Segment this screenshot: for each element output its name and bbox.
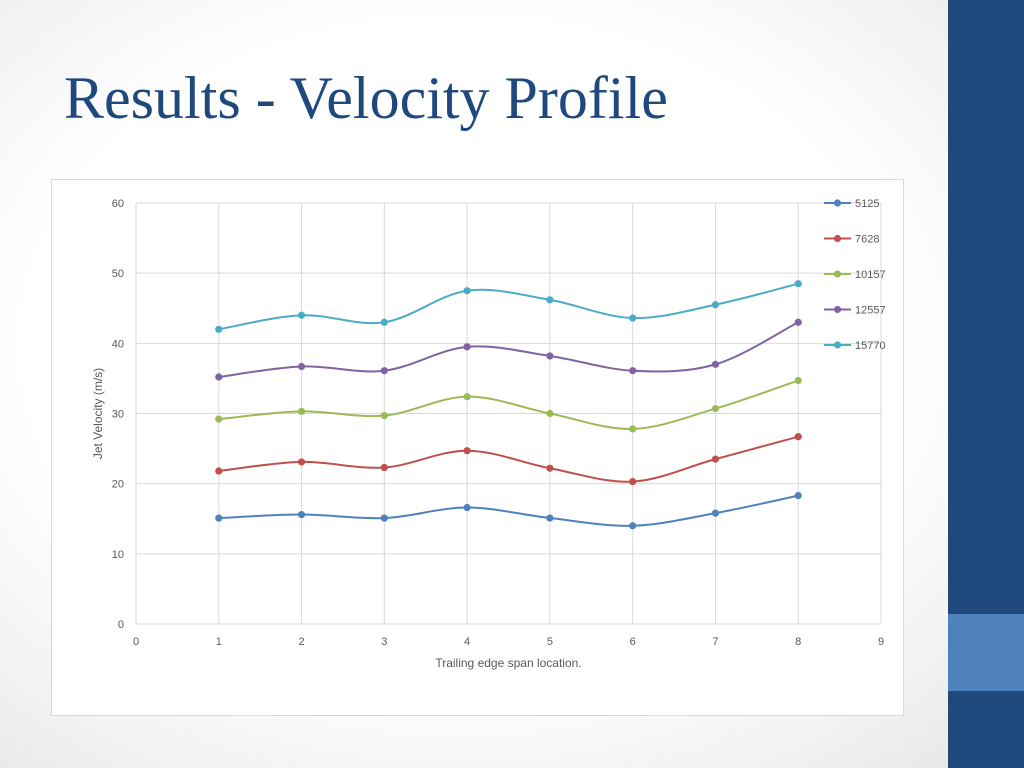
data-point-15770 bbox=[463, 287, 471, 295]
data-point-7628 bbox=[546, 464, 554, 472]
x-tick-label: 0 bbox=[133, 636, 139, 648]
x-tick-label: 4 bbox=[464, 636, 470, 648]
data-point-12557 bbox=[380, 367, 388, 375]
series-line-12557 bbox=[218, 321, 799, 379]
data-point-12557 bbox=[711, 360, 720, 368]
x-tick-label: 5 bbox=[547, 636, 553, 648]
legend-layer: 5125 7628 10157 12557 15770 bbox=[824, 198, 886, 352]
legend-marker-5125 bbox=[833, 199, 842, 207]
y-tick-label: 0 bbox=[118, 619, 124, 631]
data-point-10157 bbox=[711, 404, 720, 413]
axis-layer: 0 1 2 3 4 5 6 7 8 9 0 10 20 30 40 50 60 bbox=[112, 198, 884, 648]
x-tick-label: 6 bbox=[630, 636, 636, 648]
data-point-10157 bbox=[546, 409, 554, 418]
data-point-12557 bbox=[546, 352, 554, 360]
data-point-10157 bbox=[463, 393, 471, 401]
data-point-5125 bbox=[546, 514, 554, 522]
slide-title: Results - Velocity Profile bbox=[64, 65, 668, 131]
data-point-15770 bbox=[629, 314, 637, 322]
data-point-5125 bbox=[380, 514, 388, 522]
legend-marker-10157 bbox=[833, 270, 842, 278]
chart-frame: 0 1 2 3 4 5 6 7 8 9 0 10 20 30 40 50 60 5125 7628 10157 125… bbox=[51, 179, 904, 716]
y-tick-label: 10 bbox=[112, 549, 124, 561]
data-point-12557 bbox=[215, 373, 223, 381]
data-point-7628 bbox=[629, 477, 637, 486]
data-point-15770 bbox=[711, 301, 720, 309]
series-line-5125 bbox=[218, 494, 799, 527]
data-point-7628 bbox=[297, 458, 306, 466]
legend-label-7628: 7628 bbox=[855, 234, 879, 246]
series-line-10157 bbox=[218, 379, 799, 430]
data-point-15770 bbox=[215, 325, 223, 333]
data-point-7628 bbox=[463, 447, 471, 455]
data-point-10157 bbox=[629, 425, 637, 433]
data-point-5125 bbox=[297, 510, 306, 519]
data-point-5125 bbox=[463, 503, 471, 512]
data-point-15770 bbox=[546, 296, 554, 304]
data-point-7628 bbox=[711, 455, 720, 463]
y-tick-label: 20 bbox=[112, 479, 124, 491]
data-point-12557 bbox=[463, 343, 471, 351]
data-point-15770 bbox=[794, 280, 802, 288]
data-point-12557 bbox=[794, 318, 802, 326]
data-point-5125 bbox=[629, 522, 637, 530]
x-tick-label: 2 bbox=[298, 636, 304, 648]
x-tick-label: 3 bbox=[381, 636, 387, 648]
series-line-7628 bbox=[218, 435, 799, 483]
data-point-12557 bbox=[297, 362, 306, 371]
data-point-7628 bbox=[380, 463, 388, 472]
data-point-5125 bbox=[215, 514, 223, 522]
data-point-7628 bbox=[794, 433, 802, 441]
data-point-12557 bbox=[629, 367, 637, 375]
legend-label-15770: 15770 bbox=[855, 340, 886, 352]
y-tick-label: 40 bbox=[112, 338, 124, 350]
data-point-7628 bbox=[215, 467, 223, 475]
x-tick-label: 7 bbox=[712, 636, 718, 648]
side-accent-block bbox=[948, 614, 1024, 691]
data-point-10157 bbox=[297, 407, 306, 415]
x-tick-label: 1 bbox=[216, 636, 222, 648]
x-tick-label: 8 bbox=[795, 636, 801, 648]
y-tick-label: 50 bbox=[112, 268, 124, 280]
series-line-15770 bbox=[218, 282, 799, 331]
data-point-10157 bbox=[215, 415, 223, 423]
legend-marker-12557 bbox=[833, 305, 842, 314]
legend-marker-15770 bbox=[833, 341, 842, 349]
data-point-15770 bbox=[380, 318, 388, 326]
data-point-10157 bbox=[794, 376, 802, 385]
legend-label-5125: 5125 bbox=[855, 198, 879, 210]
y-tick-label: 30 bbox=[112, 409, 124, 421]
legend-label-12557: 12557 bbox=[855, 305, 886, 317]
data-point-10157 bbox=[380, 412, 388, 420]
data-point-5125 bbox=[794, 491, 802, 500]
x-tick-label: 9 bbox=[878, 636, 884, 648]
x-axis-title: Trailing edge span location. bbox=[435, 656, 581, 670]
legend-marker-7628 bbox=[833, 234, 842, 243]
series-layer bbox=[215, 280, 802, 530]
data-point-15770 bbox=[297, 311, 306, 319]
legend-label-10157: 10157 bbox=[855, 269, 886, 281]
velocity-chart: 0 1 2 3 4 5 6 7 8 9 0 10 20 30 40 50 60 5125 7628 10157 125… bbox=[91, 198, 886, 670]
y-axis-title: Jet Velocity (m/s) bbox=[91, 368, 105, 459]
y-tick-label: 60 bbox=[112, 198, 124, 210]
grid-layer bbox=[135, 202, 882, 625]
data-point-5125 bbox=[711, 509, 720, 517]
